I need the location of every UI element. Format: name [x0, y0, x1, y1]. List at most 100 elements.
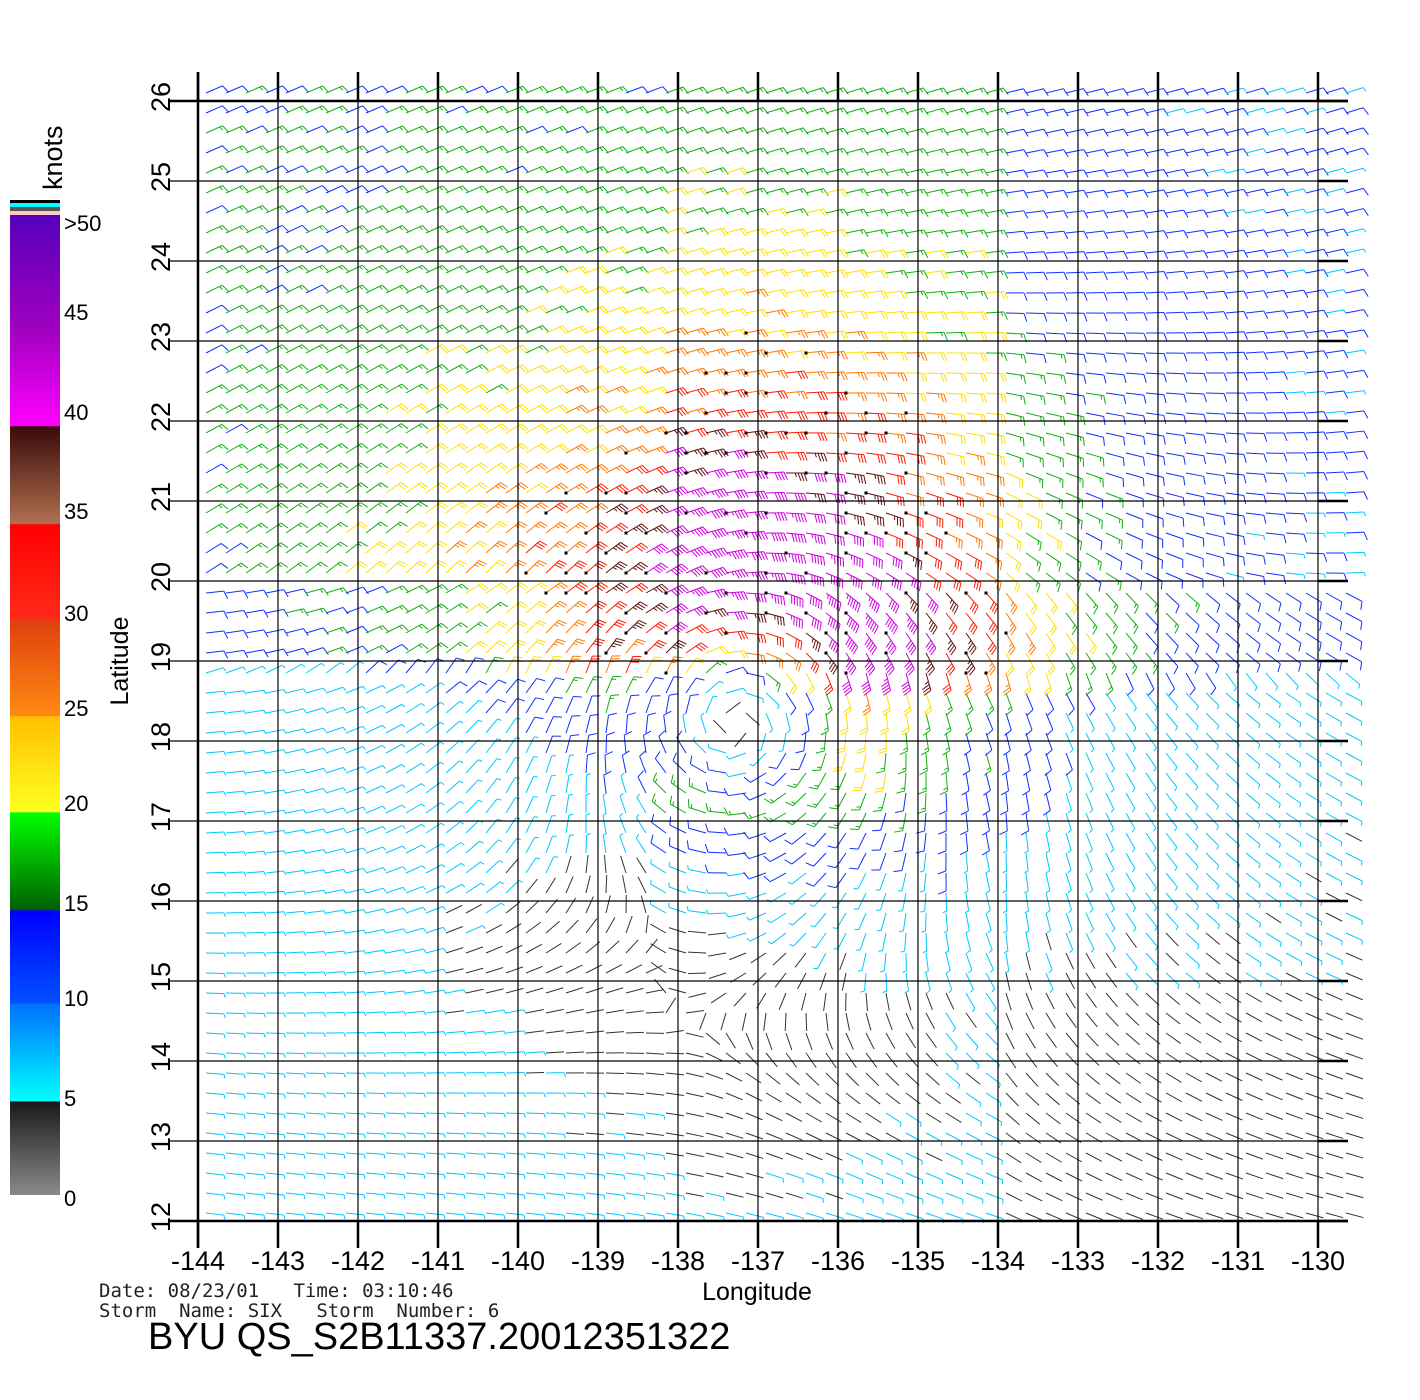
wind-barb [845, 1152, 863, 1161]
wind-barb [1085, 1212, 1103, 1221]
wind-barb-flag [788, 553, 791, 558]
wind-barb [505, 1152, 524, 1155]
wind-barb [325, 541, 341, 554]
wind-barb-flag [638, 524, 646, 532]
wind-barb-flag [794, 513, 798, 522]
wind-barb-flag [1195, 604, 1200, 614]
wind-barb [785, 1092, 802, 1104]
wind-barb-flag [360, 502, 369, 508]
wind-barb-flag [678, 604, 686, 611]
wind-barb [225, 730, 244, 734]
wind-barb-flag [400, 462, 409, 469]
wind-barb-flag [1049, 989, 1054, 993]
wind-barb [881, 932, 887, 951]
wind-barb-flag [1069, 949, 1074, 953]
wind-barb-flag [362, 827, 367, 832]
wind-barb-flag [788, 901, 793, 905]
wind-barb [565, 775, 570, 794]
wind-barb-flag [894, 830, 903, 833]
wind-barb [1205, 1152, 1223, 1161]
wind-barb [325, 606, 344, 614]
wind-barb [1245, 832, 1261, 845]
wind-barb [1265, 572, 1284, 577]
wind-barb-flag [377, 523, 382, 527]
wind-barb [725, 650, 744, 654]
wind-barb [365, 908, 384, 914]
wind-barb [385, 886, 404, 894]
wind-barb-flag [683, 1216, 686, 1221]
wind-barb [445, 947, 464, 954]
rain-flag-marker [824, 631, 828, 635]
wind-barb-flag [847, 639, 853, 648]
wind-barb [525, 1172, 544, 1176]
wind-barb-flag [635, 605, 643, 611]
wind-barb [1025, 852, 1029, 871]
wind-barb [1065, 792, 1073, 811]
wind-barb-flag [575, 585, 584, 591]
wind-barb [879, 832, 887, 851]
wind-barb-flag [820, 473, 825, 483]
wind-barb [245, 589, 264, 594]
wind-barb [245, 871, 264, 874]
wind-barb-flag [460, 862, 465, 867]
wind-barb-flag [783, 596, 786, 606]
wind-barb [925, 1152, 943, 1162]
wind-barb [585, 1112, 604, 1115]
wind-barb [1145, 1132, 1163, 1142]
wind-barb [885, 1172, 903, 1181]
wind-barb [845, 692, 852, 711]
wind-barb [1005, 912, 1008, 931]
wind-barb-flag [601, 483, 609, 490]
wind-barb [710, 992, 727, 1004]
wind-barb [769, 832, 787, 843]
wind-barb-flag [768, 766, 777, 770]
wind-barb-flag [603, 832, 608, 836]
wind-barb-flag [908, 668, 915, 676]
wind-barb-flag [1007, 668, 1015, 676]
wind-barb-flag [323, 910, 327, 915]
wind-barb [565, 1152, 584, 1156]
wind-barb-flag [869, 621, 875, 630]
wind-barb [245, 1132, 264, 1136]
wind-barb-flag [714, 550, 721, 558]
wind-barb [265, 1152, 284, 1156]
wind-barb-flag [523, 1174, 526, 1179]
wind-barb [1105, 952, 1117, 969]
wind-barb-flag [800, 472, 805, 482]
wind-barb [1345, 1212, 1364, 1219]
wind-barb [1085, 772, 1094, 790]
wind-barb [778, 992, 787, 1010]
wind-barb-flag [358, 464, 363, 468]
wind-barb [285, 688, 304, 694]
wind-barb [205, 831, 225, 834]
wind-barb-flag [615, 564, 623, 571]
wind-barb-flag [1110, 868, 1115, 873]
wind-barb [621, 755, 627, 774]
wind-barb-flag [929, 601, 935, 610]
wind-barb-flag [947, 665, 954, 673]
wind-barb-flag [423, 1052, 427, 1057]
wind-barb [640, 895, 647, 914]
wind-barb-flag [400, 501, 408, 508]
wind-barb-flag [503, 1194, 506, 1200]
wind-barb-flag [559, 540, 568, 546]
wind-barb [845, 1112, 862, 1123]
wind-barb-flag [1323, 513, 1326, 518]
wind-barb [585, 695, 593, 714]
wind-barb [1105, 512, 1123, 521]
wind-barb [1265, 792, 1281, 805]
wind-barb-flag [597, 543, 606, 549]
wind-barb-flag [800, 534, 804, 543]
wind-barb-flag [460, 501, 468, 507]
wind-barb-flag [321, 443, 329, 450]
wind-barb [1285, 1192, 1304, 1199]
wind-barb [650, 943, 667, 954]
wind-barb-flag [861, 681, 869, 688]
wind-barb [925, 492, 944, 499]
wind-barb [765, 1052, 778, 1068]
wind-barb-flag [543, 1174, 546, 1179]
wind-barb-flag [980, 1122, 982, 1127]
wind-barb [625, 695, 632, 714]
wind-barb-flag [1300, 961, 1303, 966]
wind-barb-flag [338, 464, 343, 468]
